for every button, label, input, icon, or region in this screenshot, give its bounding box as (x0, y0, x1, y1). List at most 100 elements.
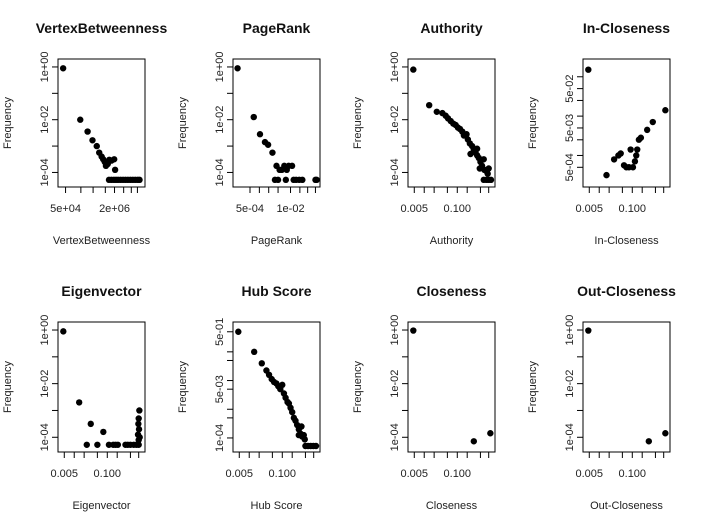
plot-frame (582, 58, 671, 188)
data-point (256, 131, 264, 138)
data-point (59, 65, 67, 72)
x-axis-label: Out-Closeness (590, 500, 663, 512)
plot-frame (57, 58, 146, 188)
panel-pagerank: PageRank 5e-04 1e-02 1e+00 1e-02 1e-04 PageRan… (177, 20, 321, 247)
data-point (313, 176, 320, 184)
plot-frame (407, 58, 496, 188)
panel-authority: Authority 0.005 0.100 1e+00 1e-02 1e-04 Author… (352, 20, 496, 247)
panel-title: VertexBetweenness (36, 20, 168, 36)
x-axis-label: Authority (430, 235, 474, 247)
panel-out-closeness: Out-Closeness 0.005 0.100 1e+00 1e-02 1e-04 Ou… (527, 283, 676, 512)
x-axis-label: Eigenvector (72, 500, 130, 512)
data-point (135, 441, 142, 448)
y-tick-label: 1e+00 (39, 315, 51, 346)
data-point (463, 131, 470, 138)
x-tick-label: 0.100 (444, 203, 472, 215)
data-point (410, 327, 417, 334)
data-point (645, 438, 653, 445)
y-tick-label: 1e-04 (389, 158, 401, 186)
y-tick-label: 1e-02 (389, 370, 401, 398)
x-tick-label: 0.100 (619, 468, 647, 480)
y-axis-label: Frequency (352, 97, 364, 149)
data-point (235, 328, 242, 335)
x-axis-label: PageRank (251, 235, 303, 247)
x-tick-label: 0.005 (51, 468, 79, 480)
data-point (433, 108, 440, 115)
data-point (662, 107, 669, 114)
data-point (136, 176, 143, 184)
data-point (585, 327, 592, 334)
y-axis-label: Frequency (177, 97, 189, 149)
x-tick-label: 0.005 (226, 468, 254, 480)
data-point (258, 360, 265, 367)
panel-title: In-Closeness (583, 20, 670, 36)
panel-hub-score: Hub Score 0.005 0.100 1e-04 5e-03 5e-01 Hub Sc… (177, 283, 321, 512)
data-point (627, 146, 634, 153)
y-tick-label: 1e-04 (39, 158, 51, 186)
y-axis-label: Frequency (352, 361, 364, 413)
panel-title: Authority (420, 20, 482, 36)
y-tick-label: 1e-02 (39, 106, 51, 134)
data-point (234, 65, 241, 72)
data-point (662, 430, 669, 437)
data-point (634, 146, 641, 153)
data-point (631, 158, 639, 165)
plot-frame (232, 58, 321, 188)
data-point (467, 150, 474, 158)
plot-frame (407, 321, 496, 453)
panel-title: Hub Score (241, 283, 311, 299)
data-point (93, 142, 100, 150)
data-point (480, 156, 487, 163)
data-point (87, 420, 94, 428)
x-tick-label: 5e-04 (236, 203, 264, 215)
x-tick-label: 0.100 (444, 468, 472, 480)
y-axis-label: Frequency (527, 361, 539, 413)
y-tick-label: 1e-02 (564, 370, 576, 398)
y-tick-label: 1e-04 (214, 158, 226, 186)
y-axis-label: Frequency (177, 361, 189, 413)
x-tick-label: 0.005 (576, 468, 604, 480)
plot-frame (232, 321, 321, 453)
y-tick-label: 1e+00 (389, 315, 401, 346)
data-point (649, 118, 656, 126)
y-axis-label: Frequency (527, 97, 539, 149)
data-point (250, 113, 257, 121)
data-point (89, 137, 96, 144)
data-point (484, 170, 491, 177)
x-tick-label: 0.005 (576, 203, 604, 215)
y-tick-label: 1e-02 (39, 370, 51, 398)
data-point (617, 150, 624, 157)
data-point (298, 423, 305, 430)
x-tick-label: 0.100 (94, 468, 122, 480)
x-axis-label: Closeness (426, 500, 478, 512)
x-tick-label: 5e+04 (50, 203, 81, 215)
data-point (603, 171, 610, 179)
data-point (136, 407, 143, 414)
data-point (111, 166, 119, 174)
x-tick-label: 0.005 (401, 468, 429, 480)
data-point (487, 176, 495, 184)
data-point (94, 441, 101, 448)
y-tick-label: 1e-04 (39, 423, 51, 451)
y-tick-label: 5e-04 (564, 153, 576, 181)
data-point (75, 399, 83, 406)
data-point (312, 442, 320, 450)
panel-title: PageRank (243, 20, 311, 36)
panel-in-closeness: In-Closeness 0.005 0.100 5e-04 5e-03 5e-02 In-… (527, 20, 671, 247)
data-point (60, 328, 67, 335)
data-point (84, 128, 91, 135)
data-point (610, 156, 618, 163)
data-point (274, 176, 282, 184)
data-point (250, 348, 258, 356)
panel-title: Eigenvector (61, 283, 142, 299)
data-point (77, 116, 84, 123)
x-tick-label: 0.005 (401, 203, 429, 215)
x-tick-label: 0.100 (269, 468, 297, 480)
y-axis-label: Frequency (2, 361, 14, 413)
data-point (279, 381, 286, 389)
data-point (135, 415, 142, 422)
data-point (289, 408, 296, 416)
data-point (135, 426, 143, 433)
y-tick-label: 5e-01 (214, 318, 226, 346)
